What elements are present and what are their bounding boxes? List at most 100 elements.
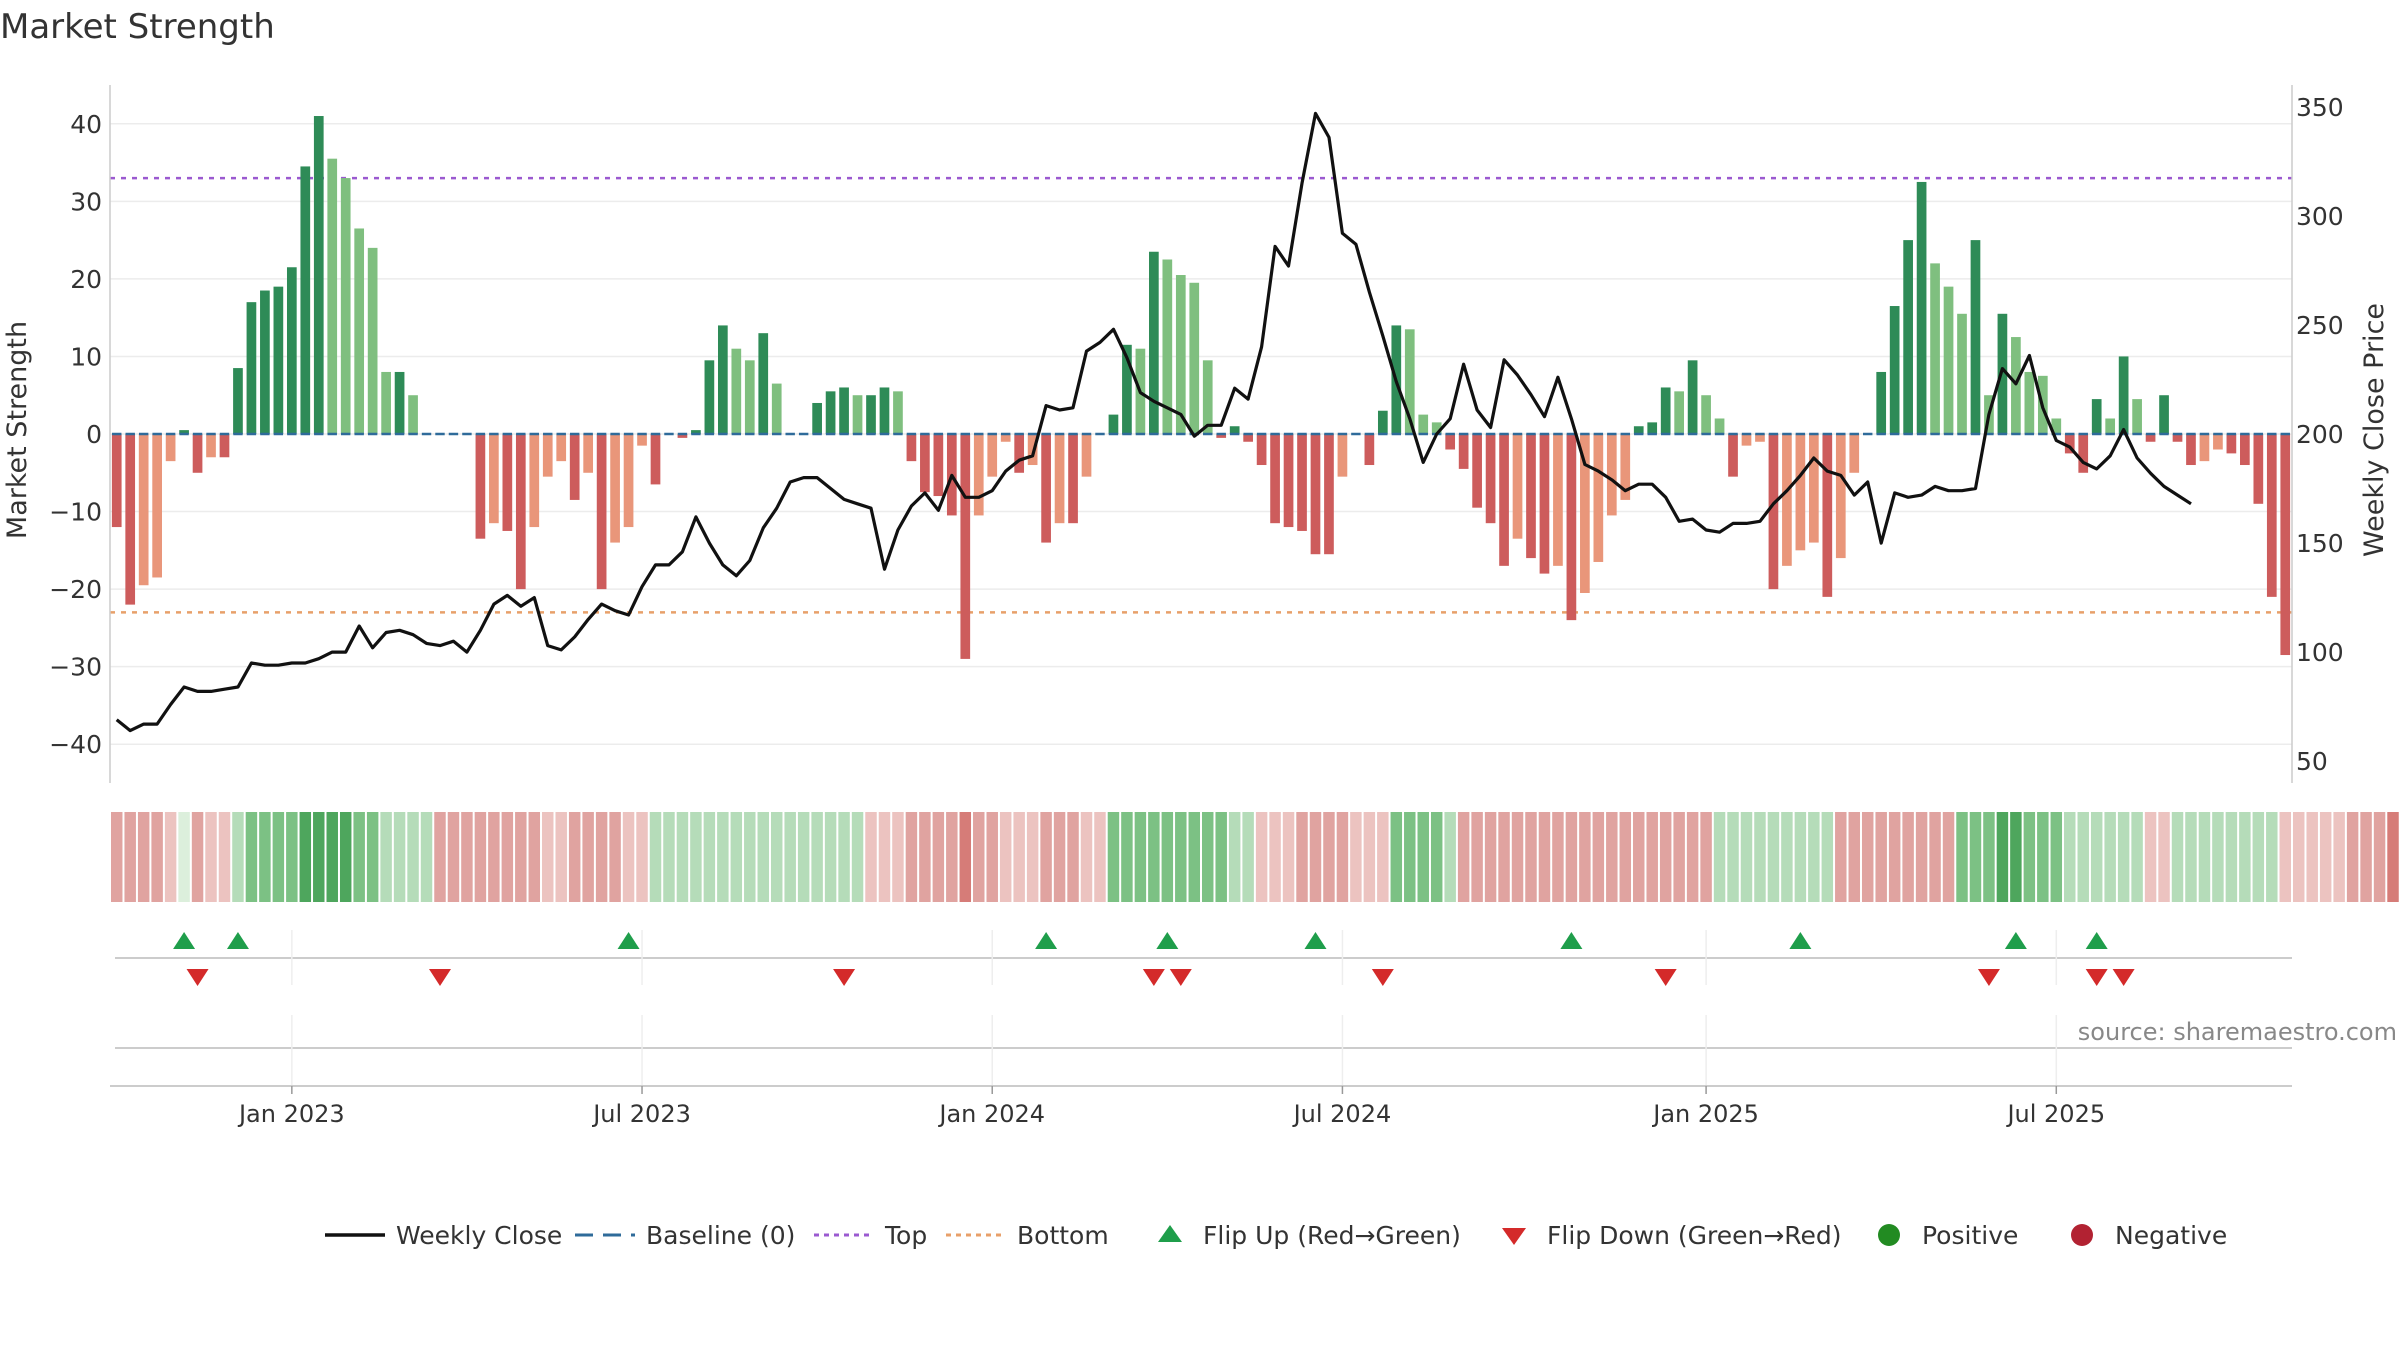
strength-bar [812, 402, 822, 434]
x-tick-label: Jan 2025 [1651, 1100, 1759, 1128]
legend-item-positive[interactable]: Positive [1878, 1221, 2018, 1250]
strength-bar [354, 228, 365, 434]
regime-cell [851, 812, 864, 902]
regime-cell [1929, 812, 1941, 902]
regime-cell [137, 812, 150, 902]
strength-bar [367, 247, 378, 434]
regime-cell [1148, 812, 1160, 902]
strength-bar [1512, 434, 1523, 539]
strength-bar [1310, 434, 1321, 555]
legend-item-bottom[interactable]: Bottom [946, 1221, 1109, 1250]
legend-label: Baseline (0) [646, 1221, 795, 1250]
legend-swatch-positive [1878, 1224, 1900, 1246]
strength-bar [879, 387, 890, 434]
regime-cell [205, 812, 217, 902]
strength-bar [1418, 414, 1429, 434]
regime-cell [1525, 812, 1537, 902]
strength-bar [758, 333, 769, 434]
legend-item-flip_up[interactable]: Flip Up (Red→Green) [1158, 1221, 1461, 1250]
left-tick-label: −40 [49, 730, 102, 759]
strength-bar [1000, 434, 1011, 442]
regime-cell [973, 812, 985, 902]
regime-cell [1888, 812, 1901, 902]
regime-cell [905, 812, 918, 902]
strength-bar [1930, 263, 1940, 434]
regime-cell [2198, 812, 2211, 902]
strength-bar [1499, 434, 1509, 566]
strength-bar [515, 434, 526, 590]
strength-bar [1526, 434, 1536, 559]
regime-cell [2333, 812, 2345, 902]
strength-bar [906, 434, 917, 462]
strength-bar [1903, 240, 1913, 434]
strength-bar [489, 434, 499, 524]
strength-bar [1647, 422, 1658, 434]
legend-label: Bottom [1017, 1221, 1109, 1250]
left-tick-label: −10 [49, 498, 102, 527]
legend-item-close[interactable]: Weekly Close [325, 1221, 562, 1250]
legend[interactable]: Weekly Close Baseline (0) Top Bottom Flip Up… [325, 1221, 2227, 1250]
strength-bar [1566, 434, 1577, 621]
regime-cell [1242, 812, 1254, 902]
strength-bar [2105, 418, 2116, 434]
legend-swatch-negative [2071, 1224, 2093, 1246]
strength-bar [2280, 434, 2291, 656]
regime-cell [1175, 812, 1187, 902]
regime-cell [2010, 812, 2022, 902]
strength-bar [583, 434, 594, 473]
regime-cell [1686, 812, 1699, 902]
flip-up-marker [1035, 932, 1058, 949]
regime-cell [2158, 812, 2170, 902]
legend-item-baseline[interactable]: Baseline (0) [575, 1221, 795, 1250]
regime-cell [1350, 812, 1362, 902]
strength-bar [1283, 434, 1294, 528]
strength-bar [1068, 434, 1078, 524]
strength-bar [1580, 434, 1590, 593]
strength-bar [1701, 395, 1711, 434]
regime-cell [1592, 812, 1605, 902]
legend-item-flip_down[interactable]: Flip Down (Green→Red) [1502, 1221, 1842, 1250]
regime-cell [919, 812, 931, 902]
strength-bar [973, 434, 984, 516]
flip-down-marker [1977, 969, 2000, 986]
regime-cell [1053, 812, 1066, 902]
regime-cell [568, 812, 581, 902]
regime-cell [2373, 812, 2386, 902]
legend-item-top[interactable]: Top [814, 1221, 927, 1250]
regime-cell [730, 812, 743, 902]
regime-cell [1444, 812, 1456, 902]
regime-cell [393, 812, 406, 902]
empty-panel [115, 1015, 2292, 1085]
strength-bar [2226, 434, 2237, 454]
regime-cell [1754, 812, 1766, 902]
left-tick-label: 0 [86, 420, 102, 449]
regime-cell [636, 812, 648, 902]
regime-cell [1875, 812, 1887, 902]
regime-cell [2306, 812, 2318, 902]
regime-cell [676, 812, 689, 902]
legend-item-negative[interactable]: Negative [2071, 1221, 2227, 1250]
strength-bar [1081, 434, 1092, 477]
strength-bar [1741, 434, 1752, 446]
regime-cell [178, 812, 190, 902]
regime-cell [1134, 812, 1147, 902]
regime-cell [838, 812, 850, 902]
regime-cell [461, 812, 473, 902]
regime-cell [1094, 812, 1106, 902]
regime-cell [2252, 812, 2265, 902]
regime-cell [946, 812, 958, 902]
regime-cell [2131, 812, 2143, 902]
regime-cell [811, 812, 823, 902]
flip-down-marker [1169, 969, 1192, 986]
regime-cell [1915, 812, 1928, 902]
strength-bar [960, 434, 971, 659]
regime-cell [1700, 812, 1712, 902]
flip-up-marker [617, 932, 640, 949]
regime-cell [1282, 812, 1295, 902]
strength-bar [260, 290, 270, 434]
regime-cell [1835, 812, 1847, 902]
x-tick-label: Jan 2024 [937, 1100, 1045, 1128]
strength-bar [852, 395, 863, 434]
strength-bar [2078, 434, 2089, 473]
